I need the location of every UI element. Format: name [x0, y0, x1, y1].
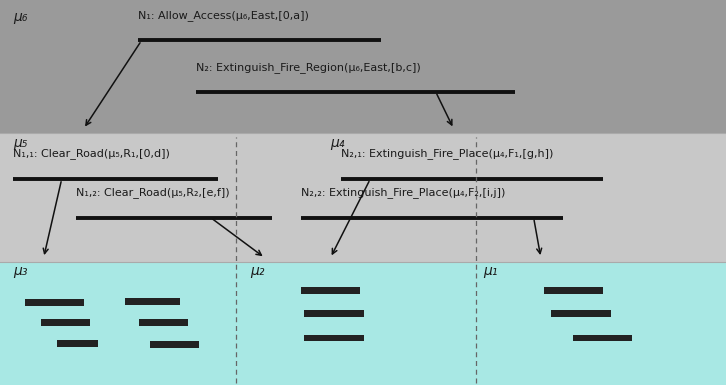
- Bar: [573, 335, 632, 341]
- Bar: [304, 335, 364, 341]
- Text: N₂,₂: Extinguish_Fire_Place(μ₄,F₂,[i,j]): N₂,₂: Extinguish_Fire_Place(μ₄,F₂,[i,j]): [301, 187, 506, 198]
- Text: N₁: Allow_Access(μ₆,East,[0,a]): N₁: Allow_Access(μ₆,East,[0,a]): [138, 10, 309, 20]
- Text: μ₁: μ₁: [483, 264, 497, 278]
- Bar: [139, 319, 187, 326]
- Bar: [544, 287, 603, 294]
- Text: μ₅: μ₅: [13, 136, 28, 149]
- Text: N₁,₁: Clear_Road(μ₅,R₁,[0,d]): N₁,₁: Clear_Road(μ₅,R₁,[0,d]): [13, 148, 170, 159]
- Text: N₁,₂: Clear_Road(μ₅,R₂,[e,f]): N₁,₂: Clear_Road(μ₅,R₂,[e,f]): [76, 187, 230, 198]
- Bar: [150, 341, 199, 348]
- Text: μ₂: μ₂: [250, 264, 265, 278]
- Bar: [551, 310, 611, 317]
- Bar: [125, 298, 180, 305]
- Text: N₂: Extinguish_Fire_Region(μ₆,East,[b,c]): N₂: Extinguish_Fire_Region(μ₆,East,[b,c]…: [196, 62, 421, 72]
- Bar: [57, 340, 99, 347]
- Text: μ₃: μ₃: [13, 264, 28, 278]
- Bar: [0, 0, 726, 133]
- Bar: [41, 319, 90, 326]
- Text: N₂,₁: Extinguish_Fire_Place(μ₄,F₁,[g,h]): N₂,₁: Extinguish_Fire_Place(μ₄,F₁,[g,h]): [341, 148, 554, 159]
- Text: μ₄: μ₄: [330, 136, 345, 149]
- Bar: [25, 299, 84, 306]
- Text: μ₆: μ₆: [13, 10, 28, 23]
- Bar: [0, 262, 726, 385]
- Bar: [0, 133, 726, 262]
- Bar: [304, 310, 364, 317]
- Bar: [301, 287, 360, 294]
